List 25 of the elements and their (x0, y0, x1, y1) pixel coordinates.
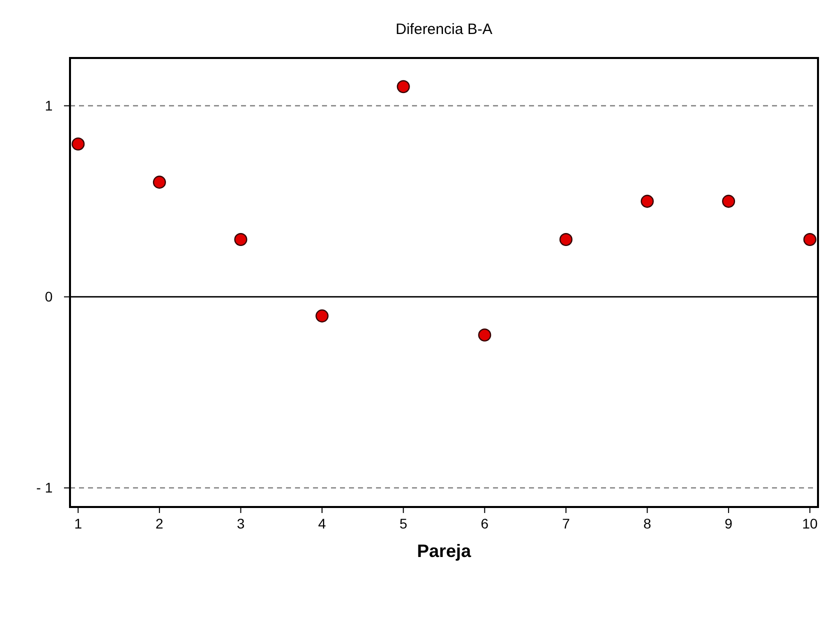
x-tick-label: 8 (643, 516, 652, 532)
point (559, 233, 572, 246)
point (478, 328, 492, 342)
point (152, 176, 166, 189)
x-tick-label: 9 (724, 516, 733, 532)
point (640, 194, 654, 208)
y-tick-label: - 1 (36, 479, 53, 496)
x-axis-title: Pareja (416, 541, 472, 561)
x-tick-label: 6 (480, 516, 489, 532)
point (316, 309, 329, 322)
point (803, 233, 816, 246)
point (396, 80, 410, 94)
point (722, 194, 736, 208)
y-tick-label: 0 (44, 288, 53, 304)
x-tick-label: 3 (236, 516, 245, 532)
x-tick-label: 10 (802, 516, 818, 532)
x-tick-label: 4 (318, 516, 326, 532)
x-tick-label: 5 (399, 516, 408, 532)
x-tick-label: 1 (74, 516, 82, 532)
x-tick-label: 2 (156, 516, 164, 532)
chart-title: Diferencia B-A (396, 21, 492, 38)
y-tick-label: 1 (44, 97, 53, 114)
point (72, 137, 85, 150)
point (234, 233, 248, 246)
x-tick-label: 7 (562, 516, 570, 532)
